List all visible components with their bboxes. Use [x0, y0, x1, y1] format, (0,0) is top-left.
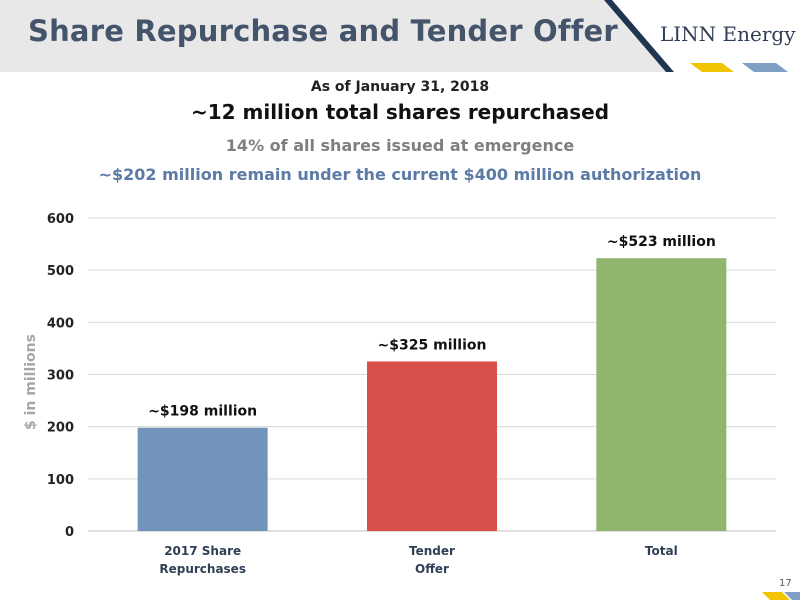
accent-blue-bottom	[784, 592, 800, 600]
page-number: 17	[779, 578, 792, 589]
bars	[137, 258, 727, 531]
bar-1	[137, 427, 268, 531]
accent-gold-top	[690, 63, 734, 72]
bar-3	[596, 258, 727, 531]
y-axis-ticks: 0 100 200 300 400 500 600	[47, 212, 74, 540]
y-tick-label-200: 200	[47, 421, 74, 436]
data-label-2: ~$325 million	[378, 337, 487, 353]
y-axis-label: $ in millions	[23, 334, 39, 430]
data-label-1: ~$198 million	[148, 404, 257, 420]
y-tick-label-500: 500	[47, 264, 74, 279]
corner-accents	[690, 63, 800, 600]
y-tick-label-300: 300	[47, 369, 74, 384]
y-tick-label-0: 0	[65, 525, 74, 540]
data-labels: ~$198 million ~$325 million ~$523 million	[148, 234, 716, 420]
logo-panel-background	[612, 0, 800, 72]
accent-blue-top	[742, 63, 788, 72]
y-tick-label-400: 400	[47, 316, 74, 331]
linn-energy-logo: LINN Energy	[660, 22, 796, 46]
y-tick-label-600: 600	[47, 212, 74, 227]
headline: ~12 million total shares repurchased	[190, 100, 610, 124]
logo-panel	[604, 0, 800, 72]
bar-2	[367, 361, 497, 531]
slide-title: Share Repurchase and Tender Offer	[28, 14, 618, 48]
category-label-2: Tender Offer	[409, 544, 455, 576]
accent-gold-bottom	[762, 592, 790, 600]
authorization-note: ~$202 million remain under the current $…	[98, 165, 702, 184]
as-of-date: As of January 31, 2018	[310, 79, 490, 95]
y-tick-label-100: 100	[47, 473, 74, 488]
category-label-3: Total	[645, 544, 678, 558]
category-labels: 2017 Share Repurchases Tender Offer Total	[159, 544, 677, 576]
category-label-1: 2017 Share Repurchases	[159, 544, 246, 576]
emergence-share-note: 14% of all shares issued at emergence	[225, 136, 575, 155]
data-label-3: ~$523 million	[607, 234, 716, 250]
